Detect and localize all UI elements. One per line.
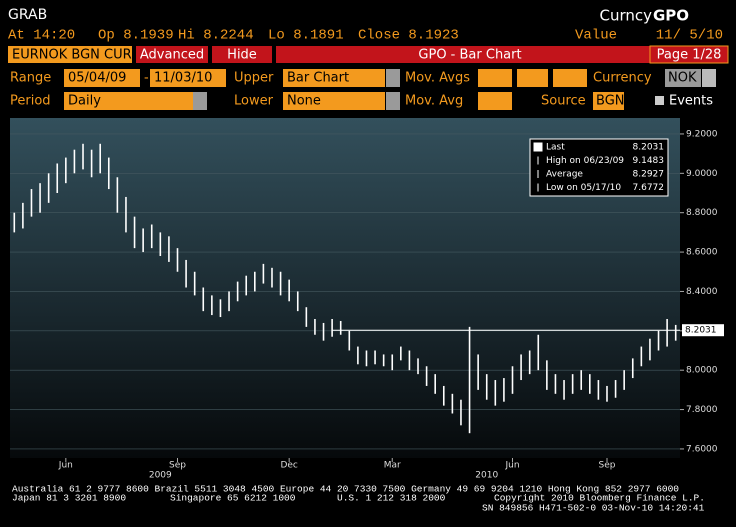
legend-value: 8.2031 — [633, 143, 665, 153]
lower-field[interactable] — [283, 92, 385, 110]
function: GPO — [653, 7, 689, 25]
footer-line: Australia 61 2 9777 8600 Brazil 5511 304… — [12, 484, 679, 495]
security: GRAB — [8, 7, 47, 23]
events-label: Events — [669, 94, 713, 109]
upper: Bar Chart — [287, 71, 349, 86]
y-tick-label: 8.6000 — [686, 248, 718, 258]
legend-value: 9.1483 — [633, 156, 665, 166]
mov-avgs-label: Mov. Avgs — [405, 71, 470, 86]
y-tick-label: 8.4000 — [686, 287, 718, 297]
hide-tab[interactable] — [212, 46, 272, 63]
period-field[interactable] — [64, 92, 193, 110]
footer-line: Japan 81 3 3201 8900 — [12, 493, 126, 504]
low: Lo 8.1891 — [268, 28, 344, 44]
x-tick-label: Mar — [384, 461, 401, 471]
footer-line: Copyright 2010 Bloomberg Finance L.P. — [494, 493, 705, 504]
x-tick-label: Jun — [58, 461, 73, 471]
advanced-tab[interactable] — [136, 46, 208, 63]
currency: NOK — [668, 71, 697, 86]
hide: Hide — [227, 48, 257, 63]
source-label: Source — [541, 94, 586, 109]
title: GPO - Bar Chart — [418, 48, 521, 63]
checkbox[interactable] — [655, 96, 664, 105]
footer-line: U.S. 1 212 318 2000 — [337, 493, 446, 504]
page-tab[interactable] — [649, 45, 729, 64]
legend-icon — [533, 142, 543, 152]
x-tick-label: Sep — [599, 461, 616, 471]
page: Page 1/28 — [657, 48, 722, 63]
last-price-tag-bg — [682, 324, 724, 337]
legend-value: 8.2927 — [633, 170, 665, 180]
year-label: 2009 — [149, 471, 172, 481]
year-label: 2010 — [475, 471, 498, 481]
mov-avg-field[interactable] — [553, 69, 587, 87]
currency-field[interactable] — [665, 69, 701, 87]
period-label: Period — [10, 94, 51, 109]
close: Close 8.1923 — [358, 28, 459, 44]
mov-avg-field[interactable] — [478, 69, 512, 87]
open: Op 8.1939 — [98, 28, 174, 44]
currency-label: Currency — [593, 71, 652, 86]
legend-label: Average — [546, 170, 583, 180]
dropdown[interactable] — [193, 92, 207, 110]
x-tick-label: Jun — [504, 461, 519, 471]
range-end-field[interactable] — [150, 69, 226, 87]
dropdown[interactable] — [702, 69, 716, 87]
x-tick-label: Sep — [169, 461, 186, 471]
last-price-tag: 8.2031 — [685, 326, 717, 336]
legend-label: High on 06/23/09 — [546, 156, 624, 166]
range-start: 05/04/09 — [68, 71, 126, 86]
lower-label: Lower — [234, 94, 274, 109]
y-tick-label: 8.0000 — [686, 366, 718, 376]
ticker: EURNOK BGN CUR — [12, 48, 132, 63]
footer-line: Singapore 65 6212 1000 — [170, 493, 296, 504]
y-tick-label: 9.0000 — [686, 169, 718, 179]
y-tick-label: 9.2000 — [686, 129, 718, 139]
range-label: Range — [10, 71, 51, 86]
y-tick-label: 7.8000 — [686, 405, 718, 415]
time: At 14:20 — [8, 28, 75, 44]
advanced: Advanced — [140, 48, 204, 63]
x-tick-label: Dec — [280, 461, 297, 471]
range-end: 11/03/10 — [154, 71, 212, 86]
upper-label: Upper — [234, 71, 274, 86]
value-date: 11/ 5/10 — [656, 28, 723, 44]
legend-label: Last — [546, 143, 565, 153]
range-start-field[interactable] — [64, 69, 140, 87]
mov-avg-field[interactable] — [478, 92, 512, 110]
upper-field[interactable] — [283, 69, 385, 87]
y-tick-label: 7.6000 — [686, 444, 718, 454]
footer-line: SN 849856 H471-502-0 03-Nov-10 14:20:41 — [482, 503, 705, 514]
y-tick-label: 8.8000 — [686, 208, 718, 218]
mov-avg-label: Mov. Avg — [405, 94, 463, 109]
range-sep: - — [144, 71, 149, 86]
legend-label: Low on 05/17/10 — [546, 183, 621, 193]
source-field[interactable] — [593, 92, 624, 110]
legend-box — [529, 138, 669, 197]
high: Hi 8.2244 — [178, 28, 254, 44]
lower: None — [287, 94, 321, 109]
ticker-tab[interactable] — [8, 46, 132, 63]
mov-avg-field[interactable] — [517, 69, 548, 87]
legend-value: 7.6772 — [633, 183, 665, 193]
value-label: Value — [575, 28, 617, 44]
dropdown[interactable] — [386, 92, 400, 110]
title-bar — [276, 46, 650, 63]
market: Curncy — [599, 7, 652, 25]
source: BGN — [596, 94, 625, 109]
period: Daily — [68, 94, 101, 109]
dropdown[interactable] — [386, 69, 400, 87]
